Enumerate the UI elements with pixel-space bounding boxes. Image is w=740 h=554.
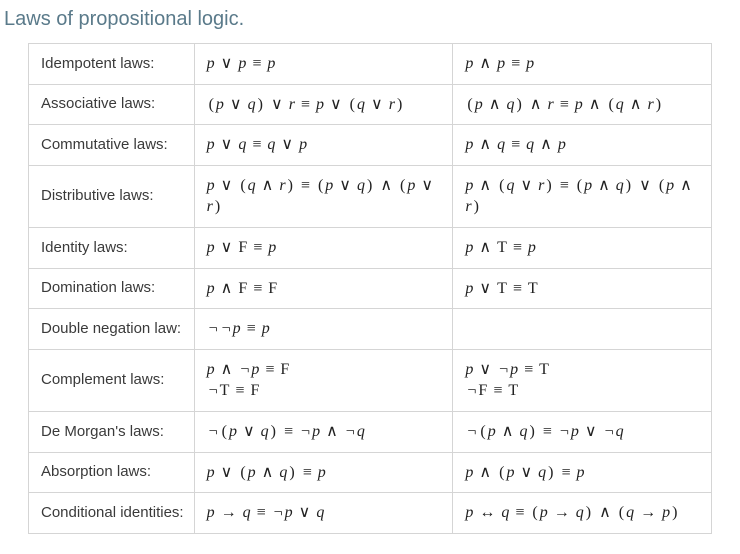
law-left-cell: p ∨ q ≡ q ∨ p [194, 125, 453, 166]
law-name-cell: De Morgan's laws: [29, 411, 195, 452]
law-left-cell: p → q ≡ ¬p ∨ q [194, 493, 453, 534]
table-row: Conditional identities:p → q ≡ ¬p ∨ qp ↔… [29, 493, 712, 534]
law-right-cell: p ∧ (p ∨ q) ≡ p [453, 452, 712, 493]
law-name-cell: Double negation law: [29, 309, 195, 350]
law-left-cell: ¬¬p ≡ p [194, 309, 453, 350]
laws-table-container: Idempotent laws:p ∨ p ≡ pp ∧ p ≡ pAssoci… [0, 43, 740, 554]
laws-table: Idempotent laws:p ∨ p ≡ pp ∧ p ≡ pAssoci… [28, 43, 712, 534]
law-name-cell: Identity laws: [29, 227, 195, 268]
law-left-cell: p ∨ F ≡ p [194, 227, 453, 268]
law-left-cell: (p ∨ q) ∨ r ≡ p ∨ (q ∨ r) [194, 84, 453, 125]
law-left-cell: ¬(p ∨ q) ≡ ¬p ∧ ¬q [194, 411, 453, 452]
law-left-cell: p ∧ ¬p ≡ F¬T ≡ F [194, 349, 453, 411]
table-row: Complement laws:p ∧ ¬p ≡ F¬T ≡ Fp ∨ ¬p ≡… [29, 349, 712, 411]
table-row: Idempotent laws:p ∨ p ≡ pp ∧ p ≡ p [29, 44, 712, 85]
table-row: Distributive laws:p ∨ (q ∧ r) ≡ (p ∨ q) … [29, 165, 712, 227]
law-name-cell: Complement laws: [29, 349, 195, 411]
table-row: Associative laws:(p ∨ q) ∨ r ≡ p ∨ (q ∨ … [29, 84, 712, 125]
table-row: De Morgan's laws:¬(p ∨ q) ≡ ¬p ∧ ¬q¬(p ∧… [29, 411, 712, 452]
law-right-cell: p ∨ T ≡ T [453, 268, 712, 309]
table-row: Domination laws:p ∧ F ≡ Fp ∨ T ≡ T [29, 268, 712, 309]
table-row: Commutative laws:p ∨ q ≡ q ∨ pp ∧ q ≡ q … [29, 125, 712, 166]
law-right-cell [453, 309, 712, 350]
law-name-cell: Absorption laws: [29, 452, 195, 493]
law-left-cell: p ∨ p ≡ p [194, 44, 453, 85]
law-name-cell: Domination laws: [29, 268, 195, 309]
page-title: Laws of propositional logic. [0, 0, 740, 43]
law-right-cell: p ↔ q ≡ (p → q) ∧ (q → p) [453, 493, 712, 534]
law-name-cell: Conditional identities: [29, 493, 195, 534]
law-left-cell: p ∨ (p ∧ q) ≡ p [194, 452, 453, 493]
law-name-cell: Associative laws: [29, 84, 195, 125]
law-right-cell: p ∧ T ≡ p [453, 227, 712, 268]
law-right-cell: p ∨ ¬p ≡ T¬F ≡ T [453, 349, 712, 411]
law-left-cell: p ∧ F ≡ F [194, 268, 453, 309]
law-name-cell: Distributive laws: [29, 165, 195, 227]
law-name-cell: Commutative laws: [29, 125, 195, 166]
law-right-cell: p ∧ q ≡ q ∧ p [453, 125, 712, 166]
law-right-cell: p ∧ (q ∨ r) ≡ (p ∧ q) ∨ (p ∧ r) [453, 165, 712, 227]
law-right-cell: ¬(p ∧ q) ≡ ¬p ∨ ¬q [453, 411, 712, 452]
table-row: Double negation law:¬¬p ≡ p [29, 309, 712, 350]
law-right-cell: (p ∧ q) ∧ r ≡ p ∧ (q ∧ r) [453, 84, 712, 125]
law-left-cell: p ∨ (q ∧ r) ≡ (p ∨ q) ∧ (p ∨ r) [194, 165, 453, 227]
law-right-cell: p ∧ p ≡ p [453, 44, 712, 85]
table-row: Absorption laws:p ∨ (p ∧ q) ≡ pp ∧ (p ∨ … [29, 452, 712, 493]
law-name-cell: Idempotent laws: [29, 44, 195, 85]
table-row: Identity laws:p ∨ F ≡ pp ∧ T ≡ p [29, 227, 712, 268]
